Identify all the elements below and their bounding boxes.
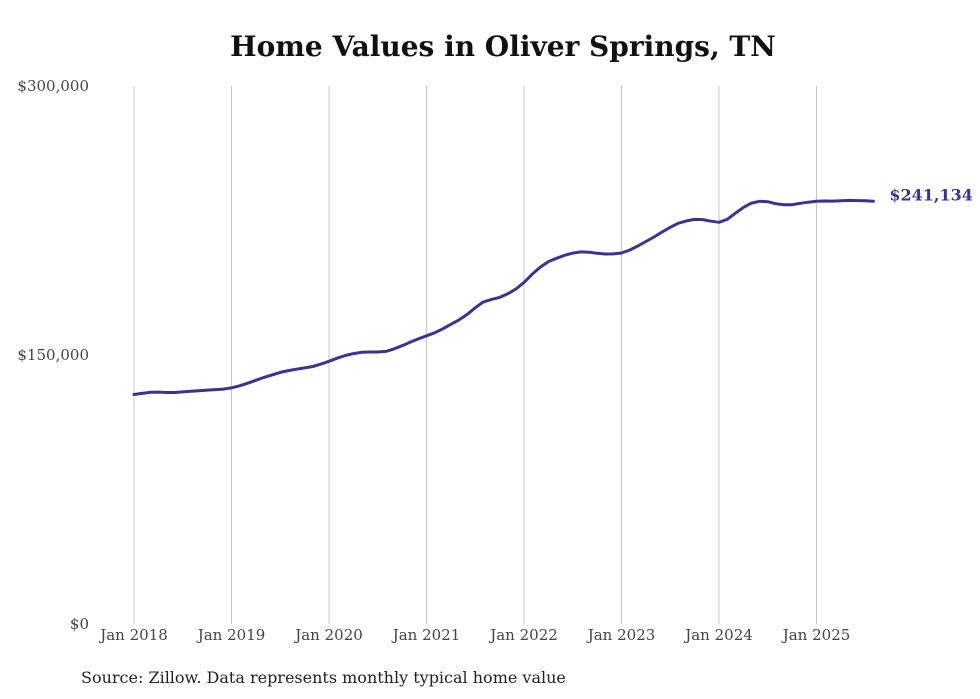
vertical-gridlines [133,86,817,624]
y-tick-label: $0 [70,615,89,633]
y-axis-tick-labels: $0 $150,000 $300,000 [17,77,89,633]
x-tick-label: Jan 2018 [98,626,168,644]
x-axis-tick-labels: Jan 2018 Jan 2019 Jan 2020 Jan 2021 Jan 2022… [98,626,850,644]
x-tick-label: Jan 2022 [488,626,558,644]
x-tick-label: Jan 2021 [391,626,461,644]
latest-value-label: $241,134 [889,185,973,204]
y-tick-label: $150,000 [17,346,89,364]
source-note: Source: Zillow. Data represents monthly … [81,668,566,687]
chart-title: Home Values in Oliver Springs, TN [230,30,776,63]
x-tick-label: Jan 2023 [586,626,656,644]
x-tick-label: Jan 2024 [683,626,753,644]
x-tick-label: Jan 2025 [781,626,851,644]
y-tick-label: $300,000 [17,77,89,95]
home-value-line [132,198,875,396]
x-tick-label: Jan 2020 [293,626,363,644]
x-tick-label: Jan 2019 [196,626,266,644]
